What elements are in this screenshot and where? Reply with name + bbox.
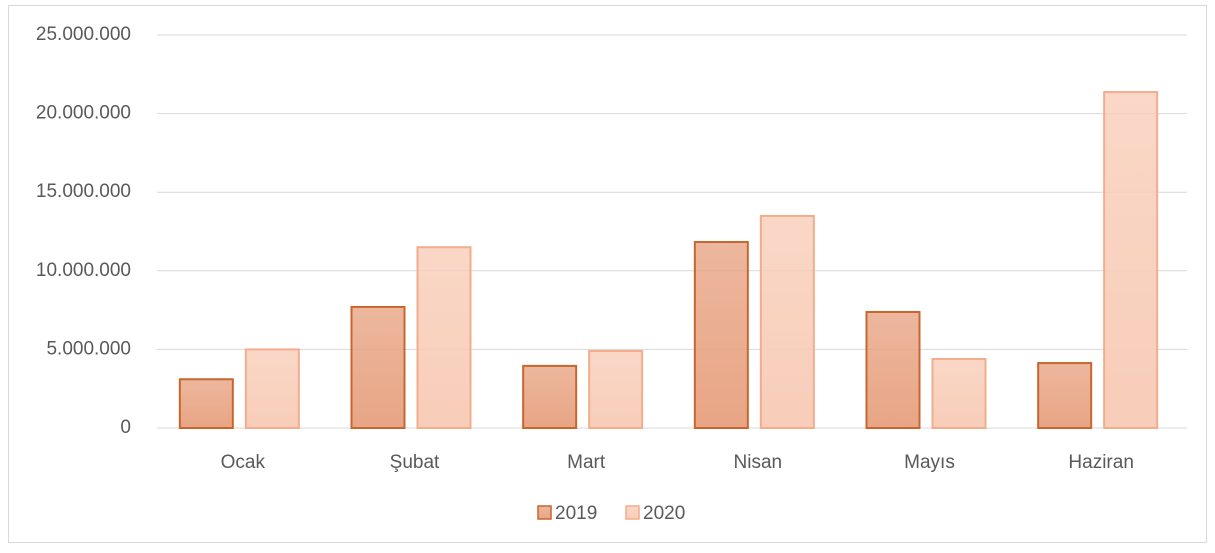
y-tick-label: 5.000.000: [46, 338, 131, 359]
chart-frame: [8, 5, 1207, 543]
bar: [1037, 362, 1093, 429]
x-tick-label: Mart: [567, 452, 606, 473]
bar: [350, 305, 406, 429]
x-tick-label: Ocak: [221, 452, 266, 473]
bar: [865, 310, 921, 429]
bar: [244, 348, 300, 429]
bar: [693, 241, 749, 429]
legend-label: 2020: [643, 503, 685, 524]
bar: [1103, 91, 1159, 429]
legend-swatch: [537, 505, 552, 520]
legend-label: 2019: [555, 503, 597, 524]
x-tick-label: Mayıs: [904, 452, 955, 473]
y-tick-label: 20.000.000: [36, 103, 131, 124]
legend-swatch: [625, 505, 640, 520]
bar: [178, 378, 234, 430]
y-tick-label: 10.000.000: [36, 260, 131, 281]
x-tick-label: Şubat: [390, 452, 440, 473]
y-tick-label: 0: [120, 417, 131, 438]
bar: [588, 349, 644, 429]
y-tick-label: 15.000.000: [36, 181, 131, 202]
x-tick-label: Nisan: [734, 452, 783, 473]
x-tick-label: Haziran: [1068, 452, 1133, 473]
y-tick-label: 25.000.000: [36, 24, 131, 45]
bar: [931, 357, 987, 429]
bar: [416, 246, 472, 429]
bar: [522, 364, 578, 430]
bar: [759, 214, 815, 429]
